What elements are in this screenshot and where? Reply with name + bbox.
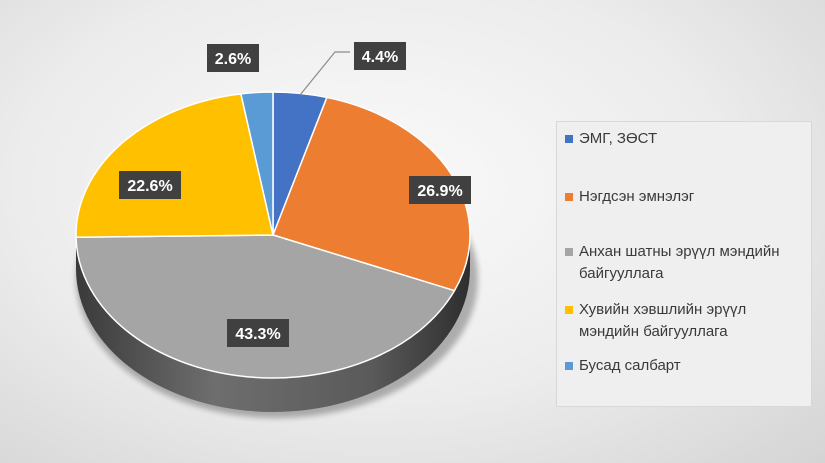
legend-item: Бусад салбарт (565, 355, 805, 377)
pie-slice (75, 234, 456, 379)
pie-side-wall (76, 235, 470, 412)
data-label-box (354, 42, 406, 70)
legend-item: ЭМГ, ЗӨСТ (565, 128, 805, 150)
data-label-box (207, 44, 259, 72)
legend: ЭМГ, ЗӨСТ Нэгдсэн эмнэлэг Анхан шатны эр… (556, 121, 812, 407)
data-label-box (119, 171, 181, 199)
legend-label: ЭМГ, ЗӨСТ (579, 130, 658, 147)
data-label-text: 4.4% (362, 49, 398, 66)
legend-item: Анхан шатны эрүүл мэндийн байгууллага (565, 241, 805, 285)
leader-line (299, 51, 350, 96)
data-label: 26.9% (409, 176, 471, 204)
data-label-text: 22.6% (127, 178, 172, 195)
data-label: 43.3% (227, 319, 289, 347)
data-label-text: 26.9% (417, 183, 462, 200)
pie-slice (75, 93, 274, 239)
data-label-box (227, 319, 289, 347)
data-label: 2.6% (207, 44, 259, 72)
data-label: 4.4% (354, 42, 406, 70)
pie-slice (239, 91, 274, 236)
legend-label: Бусад салбарт (579, 357, 681, 374)
legend-item: Нэгдсэн эмнэлэг (565, 186, 805, 208)
legend-swatch (565, 248, 573, 256)
legend-label: Анхан шатны эрүүл мэндийн байгууллага (579, 243, 780, 282)
legend-item: Хувийн хэвшлийн эрүүл мэндийн байгууллаг… (565, 299, 805, 343)
legend-swatch (565, 306, 573, 314)
legend-swatch (565, 362, 573, 370)
pie-slice (272, 96, 471, 292)
data-label-box (409, 176, 471, 204)
data-label: 22.6% (119, 171, 181, 199)
legend-label: Нэгдсэн эмнэлэг (579, 188, 695, 205)
legend-swatch (565, 193, 573, 201)
legend-swatch (565, 135, 573, 143)
data-label-text: 2.6% (215, 51, 251, 68)
data-label-text: 43.3% (235, 326, 280, 343)
legend-label: Хувийн хэвшлийн эрүүл мэндийн байгууллаг… (579, 301, 747, 340)
